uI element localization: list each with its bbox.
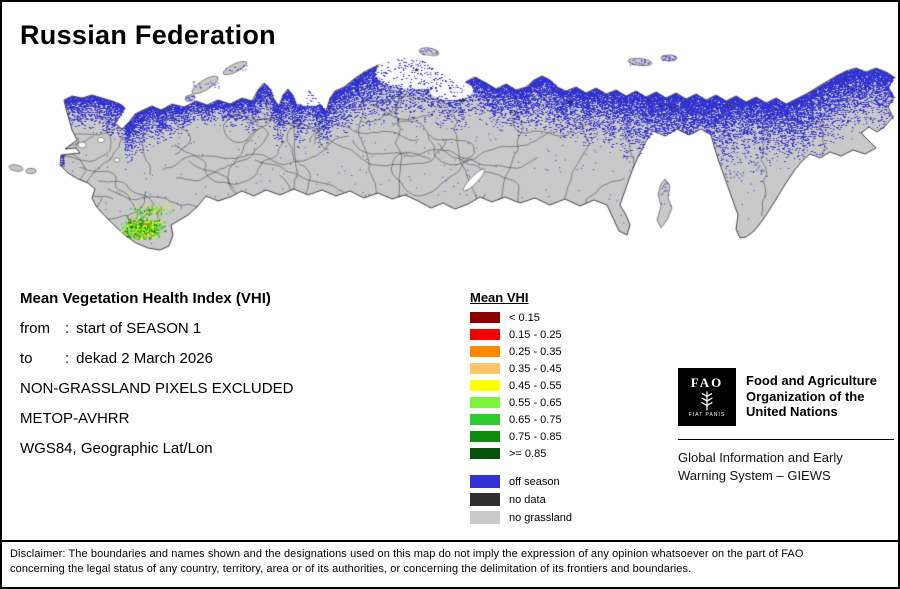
legend-label: 0.75 - 0.85	[509, 430, 562, 443]
fao-logo: FAO FIAT PANIS	[678, 368, 736, 426]
legend-row: >= 0.85	[470, 447, 572, 460]
wheat-ear-icon	[701, 391, 713, 411]
legend-swatch	[470, 431, 500, 442]
legend-swatch	[470, 329, 500, 340]
info-heading: Mean Vegetation Health Index (VHI)	[20, 290, 271, 307]
disclaimer-line: concerning the legal status of any count…	[10, 563, 692, 575]
legend-swatch	[470, 414, 500, 425]
giews-label: Global Information and Early Warning Sys…	[678, 449, 894, 485]
fao-header: FAO FIAT PANIS Food and Agriculture	[678, 368, 894, 426]
legend-label: 0.25 - 0.35	[509, 345, 562, 358]
giews-line: Warning System – GIEWS	[678, 468, 831, 483]
page-title: Russian Federation	[20, 20, 276, 50]
legend-label: 0.55 - 0.65	[509, 396, 562, 409]
to-separator: :	[65, 350, 70, 367]
legend-swatch	[470, 363, 500, 374]
fao-logo-text: FAO	[690, 375, 724, 390]
legend-label: 0.65 - 0.75	[509, 413, 562, 426]
to-label: to	[20, 350, 33, 367]
fao-org-name-line: United Nations	[746, 404, 838, 419]
legend-label: 0.15 - 0.25	[509, 328, 562, 341]
fao-motto-text: FIAT PANIS	[688, 412, 726, 418]
legend-swatch	[470, 380, 500, 391]
fao-org-name: Food and Agriculture Organization of the…	[746, 368, 877, 420]
info-exclusion-note: NON-GRASSLAND PIXELS EXCLUDED	[20, 380, 294, 397]
legend-class-list: < 0.15 0.15 - 0.25 0.25 - 0.35 0.35 - 0.45 0…	[470, 311, 572, 460]
legend-row: < 0.15	[470, 311, 572, 324]
legend-label: off season	[509, 475, 560, 488]
legend-swatch	[470, 493, 500, 506]
legend-swatch	[470, 312, 500, 323]
legend-swatch	[470, 346, 500, 357]
info-sensor: METOP-AVHRR	[20, 410, 130, 427]
fao-branding-block: FAO FIAT PANIS Food and Agriculture	[678, 368, 894, 485]
from-value: start of SEASON 1	[76, 320, 202, 337]
legend-row: off season	[470, 475, 572, 488]
disclaimer: Disclaimer: The boundaries and names sho…	[2, 540, 898, 577]
legend-swatch	[470, 511, 500, 524]
info-to-line: to: dekad 2 March 2026	[20, 350, 293, 380]
legend-row: 0.55 - 0.65	[470, 396, 572, 409]
legend-row: 0.45 - 0.55	[470, 379, 572, 392]
legend-label: 0.45 - 0.55	[509, 379, 562, 392]
vhi-map-canvas	[2, 2, 898, 282]
legend-extra-list: off season no data no grassland	[470, 475, 572, 524]
legend-row: 0.25 - 0.35	[470, 345, 572, 358]
info-from-line: from: start of SEASON 1	[20, 320, 293, 350]
legend-row: no data	[470, 493, 572, 506]
legend-label: < 0.15	[509, 311, 540, 324]
fao-divider	[678, 439, 894, 440]
legend-label: >= 0.85	[509, 447, 547, 460]
legend-swatch	[470, 475, 500, 488]
legend-label: no data	[509, 493, 546, 506]
map-info-block: Mean Vegetation Health Index (VHI) from:…	[20, 290, 293, 470]
disclaimer-line: Disclaimer: The boundaries and names sho…	[10, 548, 804, 560]
legend-row: 0.75 - 0.85	[470, 430, 572, 443]
legend-title: Mean VHI	[470, 290, 529, 305]
legend-row: 0.35 - 0.45	[470, 362, 572, 375]
legend-row: 0.15 - 0.25	[470, 328, 572, 341]
to-value: dekad 2 March 2026	[76, 350, 213, 367]
legend-row: no grassland	[470, 511, 572, 524]
legend-label: no grassland	[509, 511, 572, 524]
legend-swatch	[470, 448, 500, 459]
giews-line: Global Information and Early	[678, 450, 843, 465]
legend-swatch	[470, 397, 500, 408]
from-separator: :	[65, 320, 70, 337]
legend-label: 0.35 - 0.45	[509, 362, 562, 375]
legend-row: 0.65 - 0.75	[470, 413, 572, 426]
fao-org-name-line: Organization of the	[746, 388, 865, 404]
from-label: from	[20, 320, 50, 337]
fao-org-name-line: Food and Agriculture	[746, 373, 877, 388]
info-projection: WGS84, Geographic Lat/Lon	[20, 440, 213, 457]
vhi-legend: Mean VHI < 0.15 0.15 - 0.25 0.25 - 0.35 0.3…	[470, 290, 572, 529]
